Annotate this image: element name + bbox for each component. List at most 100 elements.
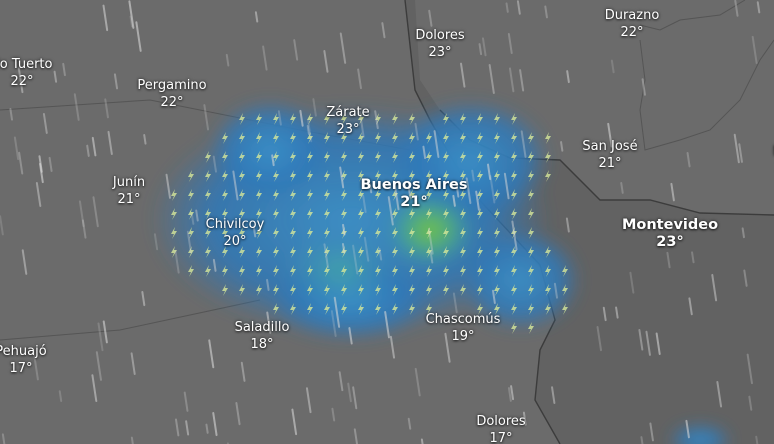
lightning-icon	[494, 303, 500, 315]
wind-streak	[353, 428, 359, 444]
lightning-icon	[426, 208, 432, 220]
wind-streak	[225, 53, 230, 67]
city-label[interactable]: do Tuerto 22°	[0, 56, 52, 90]
lightning-icon	[205, 208, 211, 220]
lightning-icon	[307, 170, 313, 182]
wind-streak	[522, 411, 527, 426]
wind-streak	[32, 348, 39, 381]
city-label[interactable]: Durazno 22°	[605, 7, 660, 41]
city-label[interactable]: Dolores 23°	[415, 27, 464, 61]
lightning-icon	[528, 246, 534, 258]
wind-streak	[429, 250, 434, 264]
wind-streak	[293, 39, 299, 61]
wind-streak	[104, 98, 109, 119]
border-lines	[0, 0, 774, 341]
lightning-icon	[324, 208, 330, 220]
city-label[interactable]: Chivilcoy 20°	[206, 216, 265, 250]
city-label[interactable]: Pergamino 22°	[137, 77, 206, 111]
city-name: Dolores	[476, 414, 526, 429]
lightning-icon	[341, 284, 347, 296]
city-label[interactable]: Montevideo 23°	[622, 217, 718, 251]
wind-streak	[368, 183, 373, 194]
wind-streak	[393, 182, 400, 211]
wind-streak	[97, 322, 104, 352]
lightning-icon	[443, 113, 449, 125]
lightning-icon	[392, 170, 398, 182]
lightning-icon	[256, 246, 262, 258]
lightning-icon	[358, 151, 364, 163]
lightning-icon	[222, 208, 228, 220]
lightning-icon	[307, 303, 313, 315]
wind-streak	[352, 244, 359, 275]
wind-streak	[107, 130, 113, 155]
wind-streak	[428, 9, 433, 27]
lightning-icon	[477, 208, 483, 220]
city-temp: 23°	[656, 234, 684, 250]
wind-streak	[203, 104, 210, 131]
wind-streak	[444, 332, 451, 363]
wind-streak	[18, 151, 24, 175]
city-label[interactable]: Pehuajó 17°	[0, 343, 47, 377]
city-label[interactable]: Dolores 17°	[476, 413, 525, 444]
lightning-icon	[460, 170, 466, 182]
city-temp: 18°	[250, 337, 274, 352]
lightning-icon	[545, 132, 551, 144]
lightning-icon	[426, 303, 432, 315]
lightning-icon	[205, 265, 211, 277]
city-label[interactable]: Zárate 23°	[326, 104, 369, 138]
city-label[interactable]: Junín 21°	[113, 174, 145, 208]
lightning-icon	[409, 170, 415, 182]
lightning-icon	[392, 303, 398, 315]
lightning-icon	[477, 189, 483, 201]
lightning-icon	[171, 208, 177, 220]
lightning-icon	[460, 132, 466, 144]
city-name: San José	[582, 139, 638, 154]
wind-streak	[566, 70, 570, 84]
lightning-icon	[222, 170, 228, 182]
lightning-icon	[324, 170, 330, 182]
wind-streak	[307, 119, 313, 143]
wind-streak	[312, 98, 317, 117]
lightning-icon	[392, 265, 398, 277]
wind-streak	[235, 402, 241, 426]
lightning-icon	[511, 303, 517, 315]
city-temp: 23°	[336, 122, 360, 137]
city-label[interactable]: Buenos Aires 21°	[361, 177, 468, 211]
lightning-icon	[375, 189, 381, 201]
lightning-icon	[409, 303, 415, 315]
wind-streak	[341, 242, 346, 254]
lightning-icon	[273, 189, 279, 201]
wind-streak	[422, 145, 427, 160]
lightning-icon	[188, 208, 194, 220]
wind-streak	[352, 386, 358, 410]
wind-streak	[455, 181, 460, 198]
lightning-icon	[239, 246, 245, 258]
lightning-icon	[205, 246, 211, 258]
wind-streak	[130, 352, 136, 376]
lightning-icon	[511, 189, 517, 201]
wind-streak	[186, 230, 192, 254]
city-label[interactable]: Chascomús 19°	[426, 311, 501, 345]
wind-streak	[271, 154, 275, 167]
city-name: Junín	[112, 175, 146, 190]
wind-streak	[299, 109, 304, 127]
wind-streak	[733, 133, 740, 164]
lightning-icon	[358, 265, 364, 277]
lightning-icon	[477, 284, 483, 296]
lightning-icon	[545, 265, 551, 277]
lightning-icon	[511, 113, 517, 125]
lightning-icon	[324, 189, 330, 201]
wind-streak	[305, 387, 312, 414]
wind-streak	[407, 417, 412, 430]
city-label[interactable]: San José 21°	[582, 138, 637, 172]
wind-streak	[686, 151, 691, 168]
wind-streak	[62, 62, 66, 77]
lightning-icon	[375, 265, 381, 277]
lightning-icon	[307, 265, 313, 277]
lightning-icon	[256, 189, 262, 201]
city-label[interactable]: Saladillo 18°	[235, 319, 290, 353]
wind-streak	[478, 43, 483, 56]
lightning-icon	[460, 113, 466, 125]
lightning-icon	[222, 265, 228, 277]
